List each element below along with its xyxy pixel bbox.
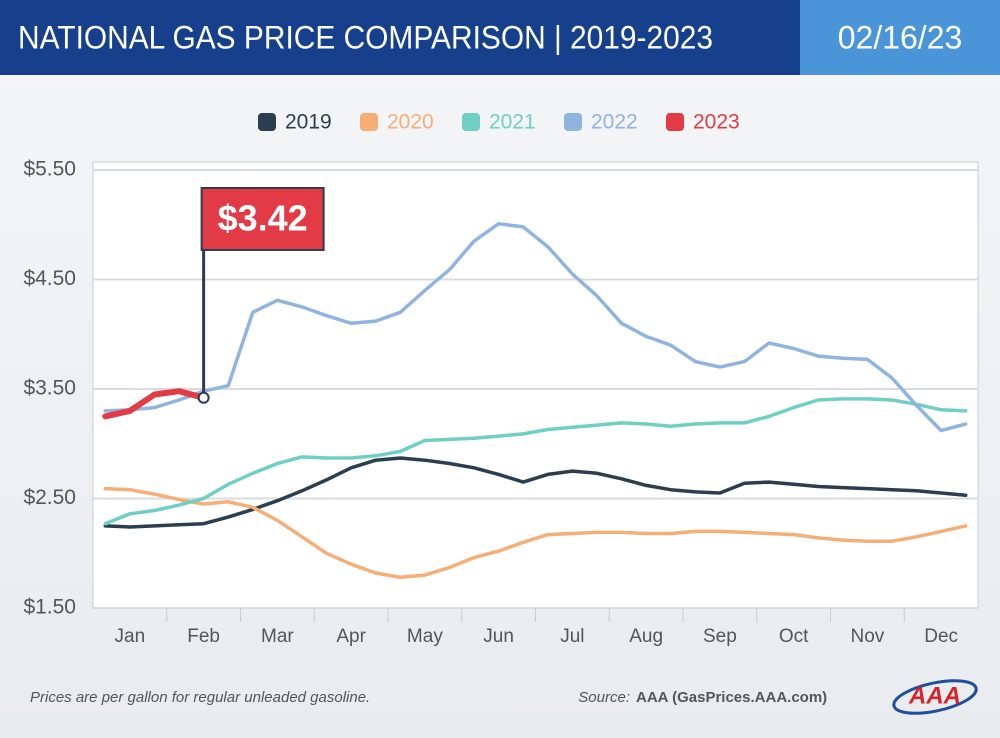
legend-label: 2020	[387, 111, 434, 134]
legend-label: 2023	[693, 111, 740, 134]
y-tick-label: $3.50	[23, 377, 76, 400]
source: AAA (GasPrices.AAA.com)	[636, 689, 827, 706]
x-tick-label: Nov	[850, 626, 884, 647]
legend-swatch	[258, 113, 276, 131]
legend-swatch	[666, 113, 684, 131]
note: Prices are per gallon for regular unlead…	[30, 689, 370, 706]
x-tick-label: Jul	[560, 626, 584, 647]
x-tick-label: Apr	[336, 626, 366, 647]
chart-title: NATIONAL GAS PRICE COMPARISON | 2019-202…	[18, 19, 713, 55]
x-tick-label: Mar	[261, 626, 294, 647]
point-marker	[197, 391, 210, 404]
series-line	[103, 486, 968, 580]
series-line	[102, 388, 207, 420]
y-tick-label: $5.50	[23, 158, 76, 181]
legend-label: 2022	[591, 111, 638, 134]
y-tick-label: $4.50	[23, 267, 76, 290]
series-line	[103, 397, 968, 526]
legend-swatch	[564, 113, 582, 131]
x-tick-label: Jan	[115, 626, 146, 647]
y-tick-label: $1.50	[23, 596, 76, 619]
y-tick-label: $2.50	[23, 486, 76, 509]
header-bar	[0, 0, 800, 75]
series-line	[103, 221, 968, 433]
source-label: Source:	[578, 689, 630, 706]
legend-swatch	[462, 113, 480, 131]
data-label: $3.42	[218, 198, 308, 239]
date-box	[800, 0, 1000, 75]
x-tick-label: Aug	[629, 626, 663, 647]
x-tick-label: Feb	[187, 626, 220, 647]
date: 02/16/23	[838, 19, 963, 55]
callout-box	[200, 187, 325, 251]
x-tick-label: Sep	[703, 626, 737, 647]
logo: AAA	[908, 682, 961, 709]
series-line	[103, 456, 968, 529]
x-tick-label: Oct	[779, 626, 809, 647]
logo-ring	[892, 679, 978, 715]
x-tick-label: Jun	[483, 626, 514, 647]
legend-label: 2021	[489, 111, 536, 134]
legend-swatch	[360, 113, 378, 131]
x-tick-label: Dec	[924, 626, 958, 647]
x-tick-label: May	[407, 626, 443, 647]
legend-label: 2019	[285, 111, 332, 134]
